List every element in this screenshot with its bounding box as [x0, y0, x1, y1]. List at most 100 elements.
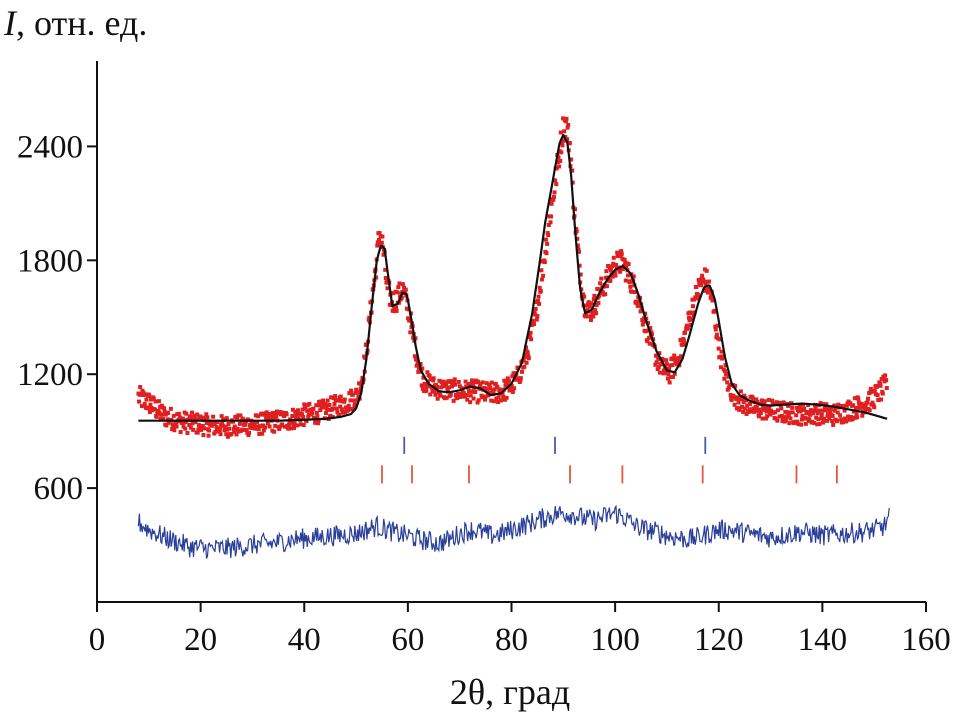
- observed-point: [227, 426, 232, 431]
- observed-point: [171, 425, 176, 430]
- observed-point: [830, 419, 835, 424]
- x-tick-label: 120: [694, 622, 744, 658]
- observed-point: [715, 323, 720, 328]
- observed-point: [598, 281, 603, 286]
- y-tick-label: 2400: [17, 129, 83, 165]
- observed-point: [596, 300, 601, 305]
- observed-point: [303, 406, 308, 411]
- observed-point: [539, 268, 544, 273]
- observed-point: [488, 390, 493, 395]
- observed-point: [678, 337, 683, 342]
- observed-point: [610, 274, 615, 279]
- observed-point: [375, 240, 380, 245]
- observed-point: [255, 424, 260, 429]
- observed-point: [171, 413, 176, 418]
- observed-point: [480, 395, 485, 400]
- observed-point: [595, 286, 600, 291]
- observed-point: [545, 241, 550, 246]
- observed-point: [823, 408, 828, 413]
- observed-point: [220, 423, 225, 428]
- observed-point: [591, 314, 596, 319]
- observed-point: [252, 420, 257, 425]
- observed-point: [170, 422, 175, 427]
- observed-point: [536, 294, 541, 299]
- observed-point: [339, 407, 344, 412]
- observed-point: [884, 385, 889, 390]
- observed-point: [884, 378, 889, 383]
- observed-point: [518, 376, 523, 381]
- observed-point: [819, 412, 824, 417]
- observed-point: [185, 430, 190, 435]
- observed-point: [142, 401, 147, 406]
- observed-point: [213, 429, 218, 434]
- observed-point: [773, 410, 778, 415]
- observed-point: [854, 412, 859, 417]
- observed-point: [252, 424, 257, 429]
- observed-point: [224, 416, 229, 421]
- observed-point: [695, 296, 700, 301]
- observed-point: [779, 406, 784, 411]
- observed-point: [804, 409, 809, 414]
- observed-point: [832, 408, 837, 413]
- observed-point: [828, 409, 833, 414]
- observed-point: [808, 408, 813, 413]
- observed-point: [436, 390, 441, 395]
- observed-point: [246, 433, 251, 438]
- observed-point: [561, 138, 566, 143]
- observed-point: [811, 408, 816, 413]
- observed-point: [679, 354, 684, 359]
- observed-point: [452, 377, 457, 382]
- observed-point: [476, 379, 481, 384]
- observed-point: [732, 402, 737, 407]
- observed-point: [366, 317, 371, 322]
- observed-point: [545, 231, 550, 236]
- observed-point: [241, 427, 246, 432]
- observed-point: [738, 389, 743, 394]
- observed-point: [314, 410, 319, 415]
- observed-point: [284, 412, 289, 417]
- observed-point: [553, 178, 558, 183]
- observed-point: [760, 416, 765, 421]
- observed-point: [725, 380, 730, 385]
- observed-point: [597, 287, 602, 292]
- observed-point: [549, 214, 554, 219]
- observed-point: [176, 411, 181, 416]
- observed-point: [265, 414, 270, 419]
- observed-point: [323, 401, 328, 406]
- observed-point: [145, 406, 150, 411]
- observed-point: [551, 194, 556, 199]
- observed-point: [754, 405, 759, 410]
- observed-point: [612, 270, 617, 275]
- observed-point: [166, 420, 171, 425]
- observed-point: [528, 330, 533, 335]
- observed-point: [736, 400, 741, 405]
- observed-point: [662, 370, 667, 375]
- observed-point: [632, 290, 637, 295]
- observed-point: [640, 322, 645, 327]
- observed-point: [302, 402, 307, 407]
- observed-point: [654, 360, 659, 365]
- observed-point: [467, 389, 472, 394]
- observed-point: [879, 376, 884, 381]
- observed-point: [822, 416, 827, 421]
- observed-point: [355, 390, 360, 395]
- observed-point: [538, 289, 543, 294]
- observed-point: [592, 307, 597, 312]
- observed-point: [139, 404, 144, 409]
- observed-point: [731, 393, 736, 398]
- observed-point: [478, 381, 483, 386]
- observed-point: [364, 342, 369, 347]
- observed-point: [600, 290, 605, 295]
- observed-point: [469, 378, 474, 383]
- observed-point: [548, 220, 553, 225]
- observed-point: [843, 416, 848, 421]
- observed-point: [757, 414, 762, 419]
- observed-point: [363, 356, 368, 361]
- observed-point: [576, 247, 581, 252]
- observed-point: [877, 381, 882, 386]
- observed-point: [286, 426, 291, 431]
- observed-point: [341, 410, 346, 415]
- observed-point: [738, 397, 743, 402]
- observed-point: [750, 396, 755, 401]
- observed-point: [392, 309, 397, 314]
